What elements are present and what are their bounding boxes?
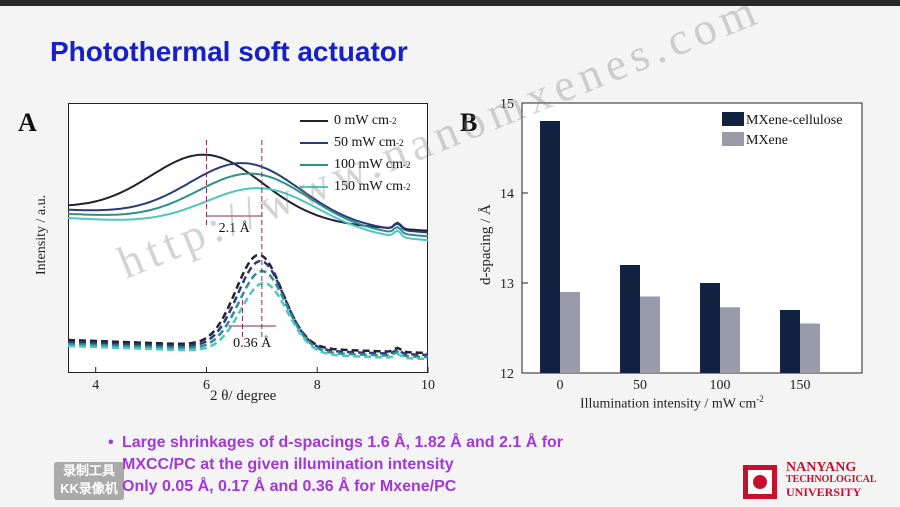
panel-a-legend-entry: 50 mW cm -2 xyxy=(300,132,410,154)
panel-b-bar xyxy=(560,292,580,373)
panel-a-series-dashed-line xyxy=(67,259,429,357)
panel-b-xtick-label: 50 xyxy=(633,378,647,393)
panel-a-plot-area xyxy=(68,103,428,373)
logo-line1: NANYANG xyxy=(786,460,857,475)
ntu-crest-icon xyxy=(743,465,777,499)
bullet-line-3: Only 0.05 Å, 0.17 Å and 0.36 Å for Mxene… xyxy=(122,478,457,495)
bullet-dot: • xyxy=(108,434,114,451)
panel-a-series-line xyxy=(67,187,429,242)
panel-a-legend-label: 150 mW cm xyxy=(334,179,403,194)
panel-a-legend-sup: -2 xyxy=(402,160,411,170)
panel-a-xtick-label: 8 xyxy=(314,378,321,393)
panel-a-xtick-label: 4 xyxy=(92,378,99,393)
panel-a-legend-entry: 150 mW cm -2 xyxy=(300,176,410,198)
panel-a-legend-sup: -2 xyxy=(388,116,397,126)
panel-a-legend-swatch xyxy=(300,164,328,166)
window-frame xyxy=(0,0,900,6)
recorder-badge-line2: KK录像机 xyxy=(60,481,118,496)
panel-b-legend-label: MXene xyxy=(746,133,788,148)
panel-b-ytick-label: 12 xyxy=(500,367,514,382)
panel-b-bar xyxy=(700,283,720,373)
panel-b-legend-swatch xyxy=(722,112,744,126)
panel-b-bar xyxy=(800,323,820,373)
bullet-list: • Large shrinkages of d-spacings 1.6 Å, … xyxy=(108,432,564,498)
panel-a-annotation-label: 2.1 Å xyxy=(219,220,251,236)
panel-a-legend-label: 50 mW cm xyxy=(334,135,396,150)
bullet-line-1: Large shrinkages of d-spacings 1.6 Å, 1.… xyxy=(122,434,564,451)
panel-a-series-dashed-line xyxy=(67,269,429,359)
panel-a-legend-sup: -2 xyxy=(395,138,404,148)
panel-b-bar xyxy=(620,265,640,373)
panel-b-xlabel-text: Illumination intensity / mW cm xyxy=(580,396,757,412)
panel-b-xtick-label: 0 xyxy=(557,378,564,393)
recorder-badge: 录制工具 KK录像机 xyxy=(54,462,124,500)
panel-a-series-line xyxy=(67,172,429,238)
panel-a-xtick-label: 10 xyxy=(421,378,435,393)
panel-a-legend: 0 mW cm -2 50 mW cm -2 100 mW cm -2 150 mW cm -… xyxy=(300,110,410,198)
slide-title: Photothermal soft actuator xyxy=(50,36,408,67)
bullet-line-2: MXCC/PC at the given illumination intens… xyxy=(122,456,454,473)
recorder-badge-line1: 录制工具 xyxy=(62,463,115,478)
panel-a-legend-swatch xyxy=(300,142,328,144)
panel-a-legend-entry: 100 mW cm -2 xyxy=(300,154,410,176)
panel-b-xlabel-sup: -2 xyxy=(756,394,764,404)
panel-b-bar xyxy=(640,296,660,373)
panel-b-ytick-label: 15 xyxy=(500,97,514,112)
panel-a-annotation-label: 0.36 Å xyxy=(233,335,272,351)
panel-b-ylabel: d-spacing / Å xyxy=(478,204,494,285)
panel-b-xlabel: Illumination intensity / mW cm-2 xyxy=(580,394,764,413)
panel-b-letter: B xyxy=(460,108,478,137)
panel-b-xtick-label: 150 xyxy=(790,378,811,393)
panel-a-legend-sup: -2 xyxy=(402,182,411,192)
logo-line3: UNIVERSITY xyxy=(786,485,862,499)
panel-a-series-line xyxy=(67,162,429,234)
panel-a-legend-label: 0 mW cm xyxy=(334,113,389,128)
panel-b-legend-label: MXene-cellulose xyxy=(746,113,842,128)
panel-b-ytick-label: 14 xyxy=(500,187,514,202)
panel-b-legend-swatch xyxy=(722,132,744,146)
panel-a-legend-swatch xyxy=(300,186,328,188)
panel-b-xtick-label: 100 xyxy=(710,378,731,393)
panel-b-ytick-label: 13 xyxy=(500,277,514,292)
panel-b-bar xyxy=(720,307,740,373)
panel-a-series-dashed-line xyxy=(67,253,429,355)
panel-a-legend-swatch xyxy=(300,120,328,122)
panel-a-series-dashed-line xyxy=(67,281,429,361)
panel-a-xtick-label: 6 xyxy=(203,378,210,393)
panel-b-bar xyxy=(540,121,560,373)
ntu-logo: NANYANG TECHNOLOGICAL UNIVERSITY xyxy=(740,460,890,502)
panel-a-letter: A xyxy=(18,108,37,137)
panel-b-bar xyxy=(780,310,800,373)
logo-line2: TECHNOLOGICAL xyxy=(786,474,877,485)
panel-a-legend-label: 100 mW cm xyxy=(334,157,403,172)
panel-a-xlabel: 2 θ/ degree xyxy=(210,388,277,404)
panel-a-legend-entry: 0 mW cm -2 xyxy=(300,110,410,132)
